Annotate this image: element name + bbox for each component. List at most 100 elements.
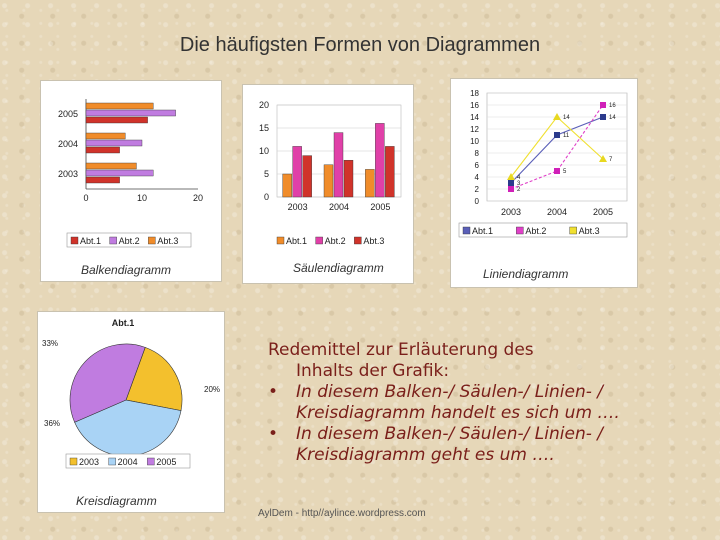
data-label: 5 bbox=[563, 169, 567, 175]
legend-label: 2004 bbox=[118, 457, 138, 467]
bullet-icon: • bbox=[268, 382, 279, 402]
slice-label: 33% bbox=[42, 339, 58, 348]
legend-swatch bbox=[276, 236, 285, 245]
data-point bbox=[507, 173, 515, 180]
slice-label: 20% bbox=[204, 385, 220, 394]
column bbox=[292, 146, 302, 198]
category-label: 2005 bbox=[370, 202, 390, 212]
legend-box bbox=[65, 453, 191, 469]
data-point bbox=[599, 155, 607, 162]
legend-swatch bbox=[516, 226, 524, 235]
bullet-line: Kreisdiagramm geht es um …. bbox=[296, 445, 555, 465]
footer-credit: AylDem - http//aylince.wordpress.com bbox=[258, 508, 426, 519]
legend-label: Abt.2 bbox=[525, 226, 546, 236]
bar bbox=[85, 132, 126, 140]
horizontal-bar-chart: 2005 2004 2003 0 10 20 Abt.1 Abt.2 Abt.3 bbox=[58, 99, 203, 248]
tick-label: 18 bbox=[470, 89, 479, 98]
pie-chart-caption: Kreisdiagramm bbox=[76, 494, 157, 508]
tick-label: 10 bbox=[259, 146, 269, 156]
bullet-line: In diesem Balken-/ Säulen-/ Linien- / bbox=[296, 382, 603, 402]
tick-label: 16 bbox=[470, 101, 479, 110]
phrase-list: • In diesem Balken-/ Säulen-/ Linien- / … bbox=[268, 382, 708, 466]
legend-label: Abt.1 bbox=[286, 236, 307, 246]
category-label: 2004 bbox=[58, 139, 78, 149]
legend-swatch bbox=[109, 236, 117, 245]
column bbox=[385, 146, 395, 198]
legend-swatch bbox=[70, 236, 79, 245]
legend-box bbox=[458, 222, 628, 238]
tick-label: 12 bbox=[470, 125, 479, 134]
tick-label: 4 bbox=[475, 173, 480, 182]
pie-chart: Abt.1 20% 36% 33% 2003 2004 2005 bbox=[42, 318, 220, 469]
bullet-line: Kreisdiagramm handelt es sich um …. bbox=[296, 403, 620, 423]
tick-label: 10 bbox=[470, 137, 479, 146]
legend-label: Abt.3 bbox=[579, 226, 600, 236]
data-point bbox=[554, 132, 560, 138]
data-label: 4 bbox=[517, 175, 521, 181]
legend-label: Abt.2 bbox=[325, 236, 346, 246]
tick-label: 0 bbox=[475, 197, 480, 206]
column bbox=[302, 155, 312, 198]
data-point bbox=[600, 102, 606, 108]
pie-slice bbox=[69, 343, 146, 423]
data-label: 2 bbox=[517, 187, 521, 193]
data-point bbox=[600, 114, 606, 120]
data-point bbox=[554, 168, 560, 174]
tick-label: 20 bbox=[193, 193, 203, 203]
bar bbox=[85, 176, 120, 184]
category-label: 2003 bbox=[501, 207, 521, 217]
bullet-line: In diesem Balken-/ Säulen-/ Linien- / bbox=[296, 424, 603, 444]
column bbox=[375, 123, 385, 198]
category-label: 2005 bbox=[593, 207, 613, 217]
pie-title: Abt.1 bbox=[112, 318, 135, 328]
bar bbox=[85, 139, 143, 147]
legend-label: 2005 bbox=[156, 457, 176, 467]
text-heading-2: Inhalts der Grafik: bbox=[296, 361, 450, 381]
column-chart-caption: Säulendiagramm bbox=[293, 261, 384, 275]
data-label: 14 bbox=[563, 115, 570, 121]
legend-label: Abt.1 bbox=[80, 236, 101, 246]
bar bbox=[85, 169, 154, 177]
category-label: 2004 bbox=[329, 202, 349, 212]
column bbox=[323, 164, 334, 198]
line-chart-caption: Liniendiagramm bbox=[483, 267, 569, 281]
category-label: 2003 bbox=[58, 169, 78, 179]
legend-label: 2003 bbox=[79, 457, 99, 467]
tick-label: 10 bbox=[137, 193, 147, 203]
bar bbox=[85, 102, 154, 110]
legend-swatch bbox=[354, 236, 362, 245]
tick-label: 8 bbox=[475, 149, 480, 158]
line-chart-panel: 0 2 4 6 8 10 12 14 16 18 2003 2004 2005 3 11 14 2 5 16 4 14 7… bbox=[450, 78, 638, 288]
data-point bbox=[508, 186, 514, 192]
tick-label: 2 bbox=[475, 185, 480, 194]
pie-slice bbox=[125, 347, 183, 411]
legend-swatch bbox=[148, 236, 156, 245]
data-point bbox=[553, 113, 561, 120]
tick-label: 15 bbox=[259, 123, 269, 133]
category-label: 2004 bbox=[547, 207, 567, 217]
legend-label: Abt.3 bbox=[363, 236, 384, 246]
legend-swatch bbox=[315, 236, 323, 245]
legend-swatch bbox=[462, 226, 471, 235]
legend-swatch bbox=[569, 226, 577, 235]
bar bbox=[85, 146, 120, 154]
list-item: • In diesem Balken-/ Säulen-/ Linien- / … bbox=[268, 424, 708, 466]
bar bbox=[85, 162, 137, 170]
tick-label: 20 bbox=[259, 100, 269, 110]
bar bbox=[85, 109, 176, 117]
tick-label: 14 bbox=[470, 113, 479, 122]
legend-box bbox=[66, 232, 192, 248]
tick-label: 5 bbox=[264, 169, 269, 179]
list-item: • In diesem Balken-/ Säulen-/ Linien- / … bbox=[268, 382, 708, 424]
tick-label: 0 bbox=[83, 193, 88, 203]
legend-label: Abt.2 bbox=[119, 236, 140, 246]
bullet-icon: • bbox=[268, 424, 279, 444]
column bbox=[282, 173, 292, 198]
bar bbox=[85, 116, 148, 124]
text-heading: Redemittel zur Erläuterung des bbox=[268, 340, 534, 360]
bar-chart-panel: 2005 2004 2003 0 10 20 Abt.1 Abt.2 Abt.3 Balkend… bbox=[40, 80, 222, 282]
data-label: 14 bbox=[609, 115, 616, 121]
slice-label: 36% bbox=[44, 419, 60, 428]
data-label: 16 bbox=[609, 103, 616, 109]
series-line bbox=[510, 104, 604, 190]
